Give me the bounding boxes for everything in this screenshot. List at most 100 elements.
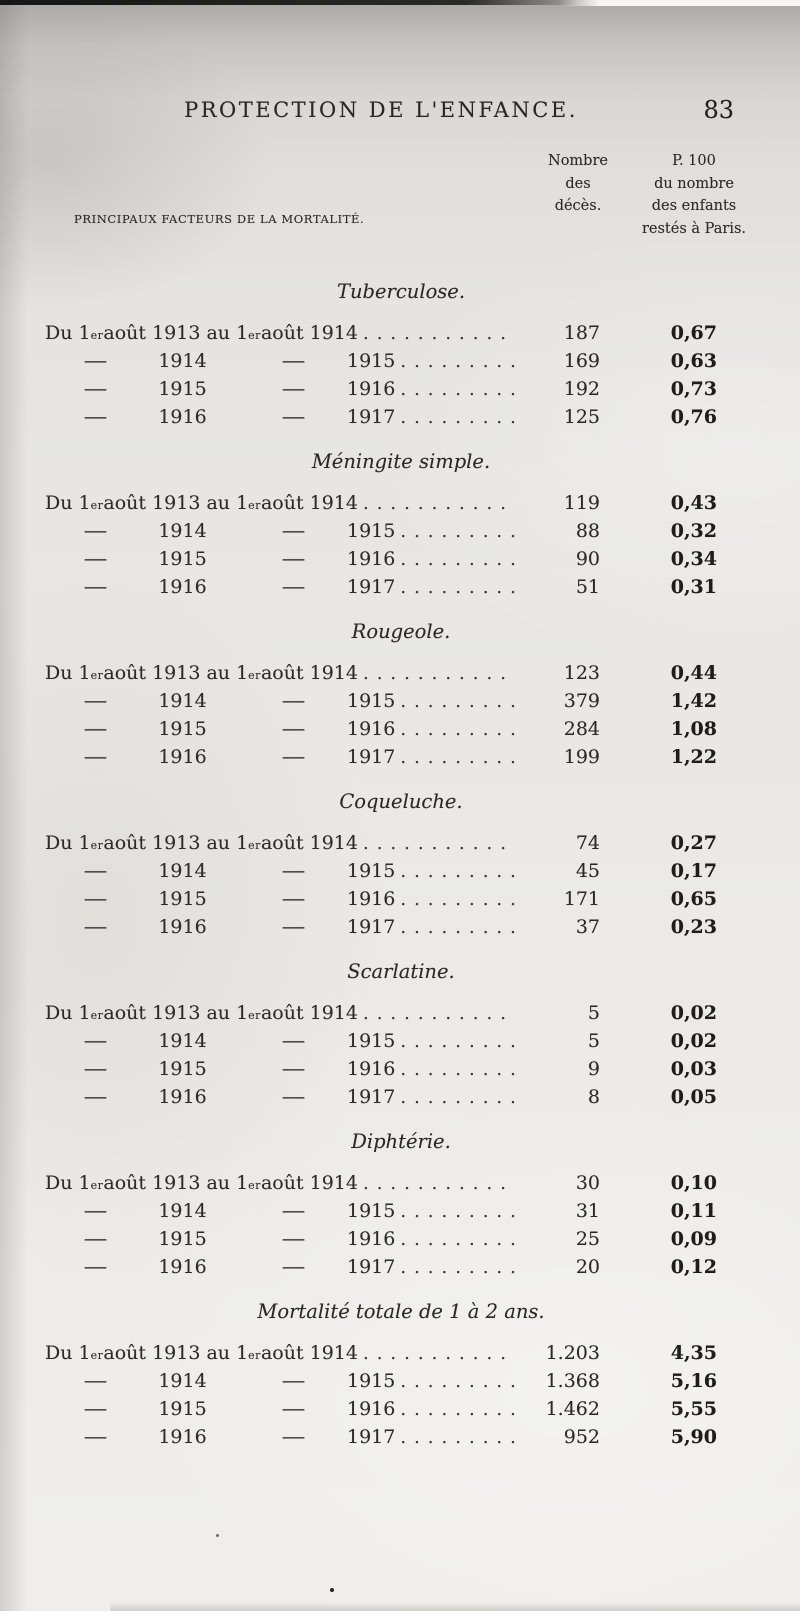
- rate-value: 4,35: [670, 1342, 717, 1364]
- label-text: Du 1: [45, 1342, 91, 1364]
- ditto-cell: —: [220, 1027, 345, 1056]
- ditto-cell: —: [45, 1083, 145, 1112]
- rate-value: 0,03: [670, 1058, 717, 1080]
- year-from: août 1913 au 1: [103, 662, 249, 684]
- year-from: août 1913 au 1: [103, 1342, 249, 1364]
- ditto-dash: —: [83, 1200, 107, 1222]
- deaths-value: 123: [563, 662, 600, 684]
- dot-leader: ......................................: [400, 577, 515, 598]
- ditto-cell: —: [220, 545, 345, 574]
- year-to: août 1914: [260, 1172, 358, 1194]
- rate-value: 5,55: [670, 1398, 717, 1420]
- page-header: PROTECTION DE L'ENFANCE. 83: [0, 96, 800, 138]
- rate-value: 0,67: [670, 322, 717, 344]
- year-to-cell: 1916....................................…: [345, 375, 515, 404]
- ditto-cell: —: [220, 1253, 345, 1282]
- year-to: 1915: [347, 1370, 396, 1392]
- year-to-cell: 1917....................................…: [345, 1423, 515, 1452]
- deaths-value: 199: [563, 746, 600, 768]
- rate-value: 0,63: [670, 350, 717, 372]
- deaths-value: 1.462: [545, 1398, 600, 1420]
- scan-top-dark-edge: [0, 0, 584, 5]
- period-label-ditto: — 1914 — 1915..............................…: [45, 687, 515, 716]
- year-from: 1916: [158, 1256, 207, 1278]
- ditto-cell: —: [45, 1055, 145, 1084]
- disease-section: Scarlatine. Du 1 er août 1913 au 1 er août …: [45, 960, 717, 1111]
- period-label-ditto: — 1914 — 1915..............................…: [45, 857, 515, 886]
- ditto-cell: —: [45, 1423, 145, 1452]
- rate-value: 0,31: [670, 576, 717, 598]
- deaths-value: 171: [563, 888, 600, 910]
- ditto-cell: —: [45, 1253, 145, 1282]
- ditto-cell: —: [45, 1395, 145, 1424]
- year-to-cell: 1916....................................…: [345, 885, 515, 914]
- rate-value: 5,16: [670, 1370, 717, 1392]
- dot-leader: ......................................: [400, 521, 515, 542]
- rate-value: 1,42: [670, 690, 717, 712]
- ditto-cell: —: [220, 403, 345, 432]
- dot-leader: ......................................: [400, 1087, 515, 1108]
- ditto-cell: —: [45, 913, 145, 942]
- label-text: Du 1: [45, 492, 91, 514]
- scan-bottom-shadow: [110, 1602, 800, 1611]
- year-to: août 1914: [260, 1002, 358, 1024]
- year-from: août 1913 au 1: [103, 832, 249, 854]
- ordinal-superscript: er: [248, 669, 261, 682]
- rate-value: 1,22: [670, 746, 717, 768]
- table-row: — 1915 — 1916..............................…: [45, 1055, 717, 1083]
- year-to: 1916: [347, 1228, 396, 1250]
- rate-value: 5,90: [670, 1426, 717, 1448]
- rate-value: 0,09: [670, 1228, 717, 1250]
- disease-section: Rougeole. Du 1 er août 1913 au 1 er août 19…: [45, 620, 717, 771]
- col-header-factors: PRINCIPAUX FACTEURS DE LA MORTALITÉ.: [74, 212, 365, 226]
- disease-section: Mortalité totale de 1 à 2 ans. Du 1 er aoû…: [45, 1300, 717, 1451]
- year-from: août 1913 au 1: [103, 1002, 249, 1024]
- dot-leader: ......................................: [400, 747, 515, 768]
- dot-leader: ......................................: [400, 549, 515, 570]
- ordinal-superscript: er: [248, 839, 261, 852]
- deaths-value: 952: [563, 1426, 600, 1448]
- period-label-full: Du 1 er août 1913 au 1 er août 1914.......…: [45, 319, 515, 350]
- dot-leader: ......................................: [400, 719, 515, 740]
- year-to-cell: 1915....................................…: [345, 517, 515, 546]
- ditto-dash: —: [281, 406, 306, 428]
- year-from: 1915: [158, 1058, 207, 1080]
- year-to-cell: 1915....................................…: [345, 1367, 515, 1396]
- period-label-ditto: — 1916 — 1917..............................…: [45, 1083, 515, 1112]
- ditto-cell: —: [45, 1027, 145, 1056]
- ditto-cell: —: [45, 347, 145, 376]
- col-header-line: des enfants: [651, 198, 737, 214]
- year-to-cell: 1915....................................…: [345, 1197, 515, 1226]
- year-from: août 1913 au 1: [103, 322, 249, 344]
- ditto-dash: —: [281, 1086, 306, 1108]
- year-to-cell: 1917....................................…: [345, 913, 515, 942]
- dot-leader: ......................................: [400, 1427, 515, 1448]
- ditto-cell: —: [45, 743, 145, 772]
- ditto-dash: —: [83, 860, 107, 882]
- label-text: Du 1: [45, 832, 91, 854]
- period-label-ditto: — 1915 — 1916..............................…: [45, 1395, 515, 1424]
- dot-leader: ......................................: [362, 1343, 515, 1364]
- ordinal-superscript: er: [90, 329, 104, 342]
- ditto-dash: —: [83, 1256, 107, 1278]
- year-to: 1915: [347, 350, 396, 372]
- deaths-value: 125: [563, 406, 600, 428]
- ditto-cell: —: [220, 743, 345, 772]
- table-row: — 1915 — 1916..............................…: [45, 885, 717, 913]
- ditto-cell: —: [220, 857, 345, 886]
- year-from: août 1913 au 1: [103, 492, 249, 514]
- year-to: août 1914: [260, 1342, 358, 1364]
- table-row: — 1914 — 1915..............................…: [45, 347, 717, 375]
- disease-section: Diphtérie. Du 1 er août 1913 au 1 er août 1…: [45, 1130, 717, 1281]
- year-from: 1915: [158, 548, 207, 570]
- ditto-cell: —: [220, 885, 345, 914]
- year-from: 1916: [158, 746, 207, 768]
- year-from: 1914: [158, 350, 207, 372]
- ditto-dash: —: [281, 378, 306, 400]
- ditto-dash: —: [281, 350, 306, 372]
- ditto-dash: —: [83, 718, 107, 740]
- table-row: — 1914 — 1915..............................…: [45, 1027, 717, 1055]
- dot-leader: ......................................: [362, 1003, 515, 1024]
- ditto-cell: —: [220, 1395, 345, 1424]
- deaths-value: 284: [563, 718, 600, 740]
